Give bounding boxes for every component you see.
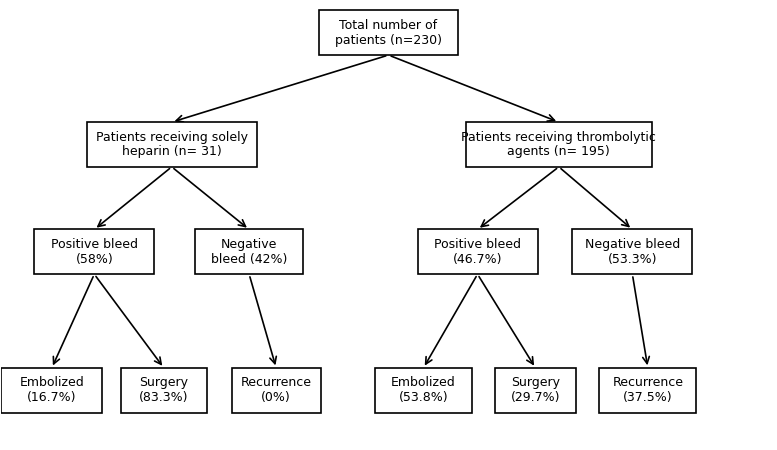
FancyBboxPatch shape [375, 368, 472, 413]
FancyBboxPatch shape [495, 368, 577, 413]
Text: Surgery
(83.3%): Surgery (83.3%) [139, 377, 189, 405]
FancyBboxPatch shape [121, 368, 207, 413]
Text: Negative bleed
(53.3%): Negative bleed (53.3%) [585, 238, 680, 266]
Text: Surgery
(29.7%): Surgery (29.7%) [510, 377, 560, 405]
FancyBboxPatch shape [417, 230, 538, 274]
FancyBboxPatch shape [466, 122, 652, 167]
Text: Negative
bleed (42%): Negative bleed (42%) [211, 238, 287, 266]
Text: Total number of
patients (n=230): Total number of patients (n=230) [335, 19, 442, 47]
FancyBboxPatch shape [2, 368, 102, 413]
Text: Embolized
(53.8%): Embolized (53.8%) [391, 377, 456, 405]
Text: Positive bleed
(58%): Positive bleed (58%) [51, 238, 138, 266]
FancyBboxPatch shape [232, 368, 321, 413]
FancyBboxPatch shape [34, 230, 155, 274]
Text: Recurrence
(0%): Recurrence (0%) [241, 377, 312, 405]
FancyBboxPatch shape [600, 368, 696, 413]
Text: Embolized
(16.7%): Embolized (16.7%) [19, 377, 84, 405]
FancyBboxPatch shape [573, 230, 692, 274]
FancyBboxPatch shape [195, 230, 303, 274]
Text: Patients receiving thrombolytic
agents (n= 195): Patients receiving thrombolytic agents (… [462, 130, 657, 158]
FancyBboxPatch shape [86, 122, 257, 167]
FancyBboxPatch shape [319, 10, 458, 55]
Text: Recurrence
(37.5%): Recurrence (37.5%) [612, 377, 683, 405]
Text: Positive bleed
(46.7%): Positive bleed (46.7%) [434, 238, 521, 266]
Text: Patients receiving solely
heparin (n= 31): Patients receiving solely heparin (n= 31… [96, 130, 248, 158]
